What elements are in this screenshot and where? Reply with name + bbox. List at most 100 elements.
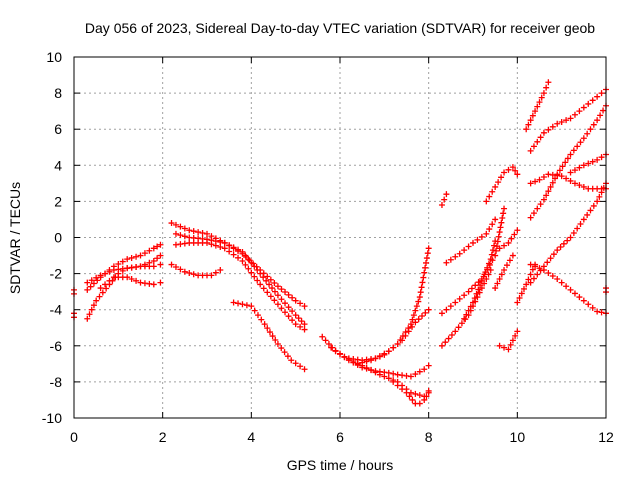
series-arc-13 <box>328 344 432 400</box>
data-point <box>596 193 603 200</box>
data-point <box>128 276 135 283</box>
data-point <box>547 183 554 190</box>
data-point <box>590 121 597 128</box>
data-point <box>409 316 416 323</box>
data-point <box>254 312 261 319</box>
data-point <box>99 289 106 296</box>
data-point <box>492 252 499 259</box>
data-point <box>576 164 583 171</box>
data-point <box>239 301 246 308</box>
data-point <box>482 269 489 276</box>
data-point <box>425 306 432 313</box>
data-point <box>271 288 278 295</box>
data-point <box>514 299 521 306</box>
x-axis-label: GPS time / hours <box>287 457 394 473</box>
data-point <box>461 292 468 299</box>
data-point <box>567 151 574 158</box>
data-point <box>530 210 537 217</box>
data-point <box>254 277 261 284</box>
data-point <box>594 117 601 124</box>
data-point <box>412 307 419 314</box>
data-point <box>576 294 583 301</box>
data-point <box>403 389 410 396</box>
data-point <box>217 243 224 250</box>
data-point <box>289 308 296 315</box>
data-point <box>423 393 430 400</box>
series-arc-10 <box>168 261 224 279</box>
data-point <box>421 269 428 276</box>
data-point <box>564 155 571 162</box>
data-point <box>580 297 587 304</box>
data-point <box>554 171 561 178</box>
data-point <box>567 286 574 293</box>
y-tick-label: 4 <box>54 157 62 173</box>
data-point <box>452 253 459 260</box>
data-point <box>157 252 164 259</box>
data-point <box>281 349 288 356</box>
data-point <box>478 277 485 284</box>
data-point <box>545 126 552 133</box>
data-point <box>496 276 503 283</box>
data-point <box>475 286 482 293</box>
data-point <box>455 324 462 331</box>
data-point <box>272 337 279 344</box>
series-arc-01 <box>84 241 164 293</box>
data-point <box>570 147 577 154</box>
data-point <box>274 292 281 299</box>
data-point <box>527 117 534 124</box>
data-point <box>438 202 445 209</box>
data-point <box>271 297 278 304</box>
data-point <box>226 248 233 255</box>
data-point <box>540 129 547 136</box>
data-point <box>589 158 596 165</box>
data-point <box>285 291 292 298</box>
data-point <box>235 246 242 253</box>
data-point <box>489 247 496 254</box>
data-point <box>124 274 131 281</box>
data-point <box>263 277 270 284</box>
data-point <box>445 335 452 342</box>
data-point <box>598 189 605 196</box>
data-point <box>297 323 304 330</box>
data-point <box>154 255 161 262</box>
data-point <box>503 262 510 269</box>
data-point <box>511 231 518 238</box>
data-point <box>534 103 541 110</box>
data-point <box>540 174 547 181</box>
data-point <box>264 289 271 296</box>
data-point <box>413 303 420 310</box>
data-point <box>514 171 521 178</box>
y-tick-label: 10 <box>46 49 62 65</box>
data-point <box>540 263 547 270</box>
data-point <box>571 167 578 174</box>
data-point <box>545 188 552 195</box>
data-point <box>381 351 388 358</box>
data-point <box>499 215 506 222</box>
y-tick-label: 8 <box>54 85 62 101</box>
series-arc-27 <box>523 79 552 133</box>
data-point <box>441 196 448 203</box>
data-point <box>514 227 521 234</box>
data-point <box>443 191 450 198</box>
data-point <box>181 233 188 240</box>
data-point <box>230 299 237 306</box>
data-point <box>251 263 258 270</box>
data-point <box>580 135 587 142</box>
data-point <box>271 279 278 286</box>
data-point <box>177 232 184 239</box>
data-point <box>239 248 246 255</box>
data-point <box>452 299 459 306</box>
data-point <box>465 288 472 295</box>
series-arc-16 <box>390 378 432 407</box>
data-point <box>284 353 291 360</box>
data-point <box>172 221 179 228</box>
data-point <box>385 369 392 376</box>
data-point <box>527 271 534 278</box>
data-point <box>230 251 237 258</box>
data-point <box>181 268 188 275</box>
data-point <box>242 261 249 268</box>
data-point <box>552 175 559 182</box>
x-tick-label: 12 <box>598 429 614 445</box>
data-point <box>527 180 534 187</box>
